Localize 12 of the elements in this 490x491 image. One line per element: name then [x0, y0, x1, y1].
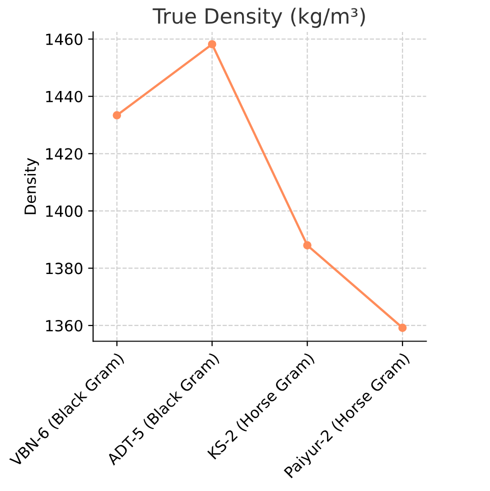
point — [303, 241, 312, 250]
point — [112, 111, 122, 120]
y-tick-label: 1420 — [46, 148, 82, 160]
y-tick-label: 1440 — [46, 90, 82, 102]
chart-title: True Density (kg/m³) — [152, 8, 365, 28]
y-tick-label: 1380 — [46, 262, 82, 274]
y-axis-title: Density — [24, 158, 39, 214]
y-tick-label: 1460 — [46, 34, 82, 46]
point — [398, 324, 407, 332]
y-tick-label: 1360 — [46, 320, 82, 332]
point — [208, 40, 216, 48]
y-tick-label: 1400 — [46, 205, 82, 217]
